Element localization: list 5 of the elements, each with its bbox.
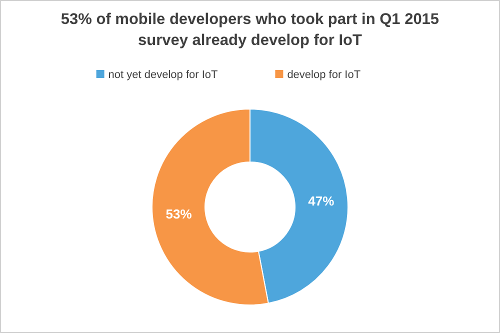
data-label: 53% [166,206,192,222]
legend-label: not yet develop for IoT [108,69,218,81]
data-label: 47% [308,193,335,208]
chart-title: 53% of mobile developers who took part in Q1 2015 survey already develop for IoT [60,11,440,49]
legend-label: develop for IoT [287,69,361,81]
